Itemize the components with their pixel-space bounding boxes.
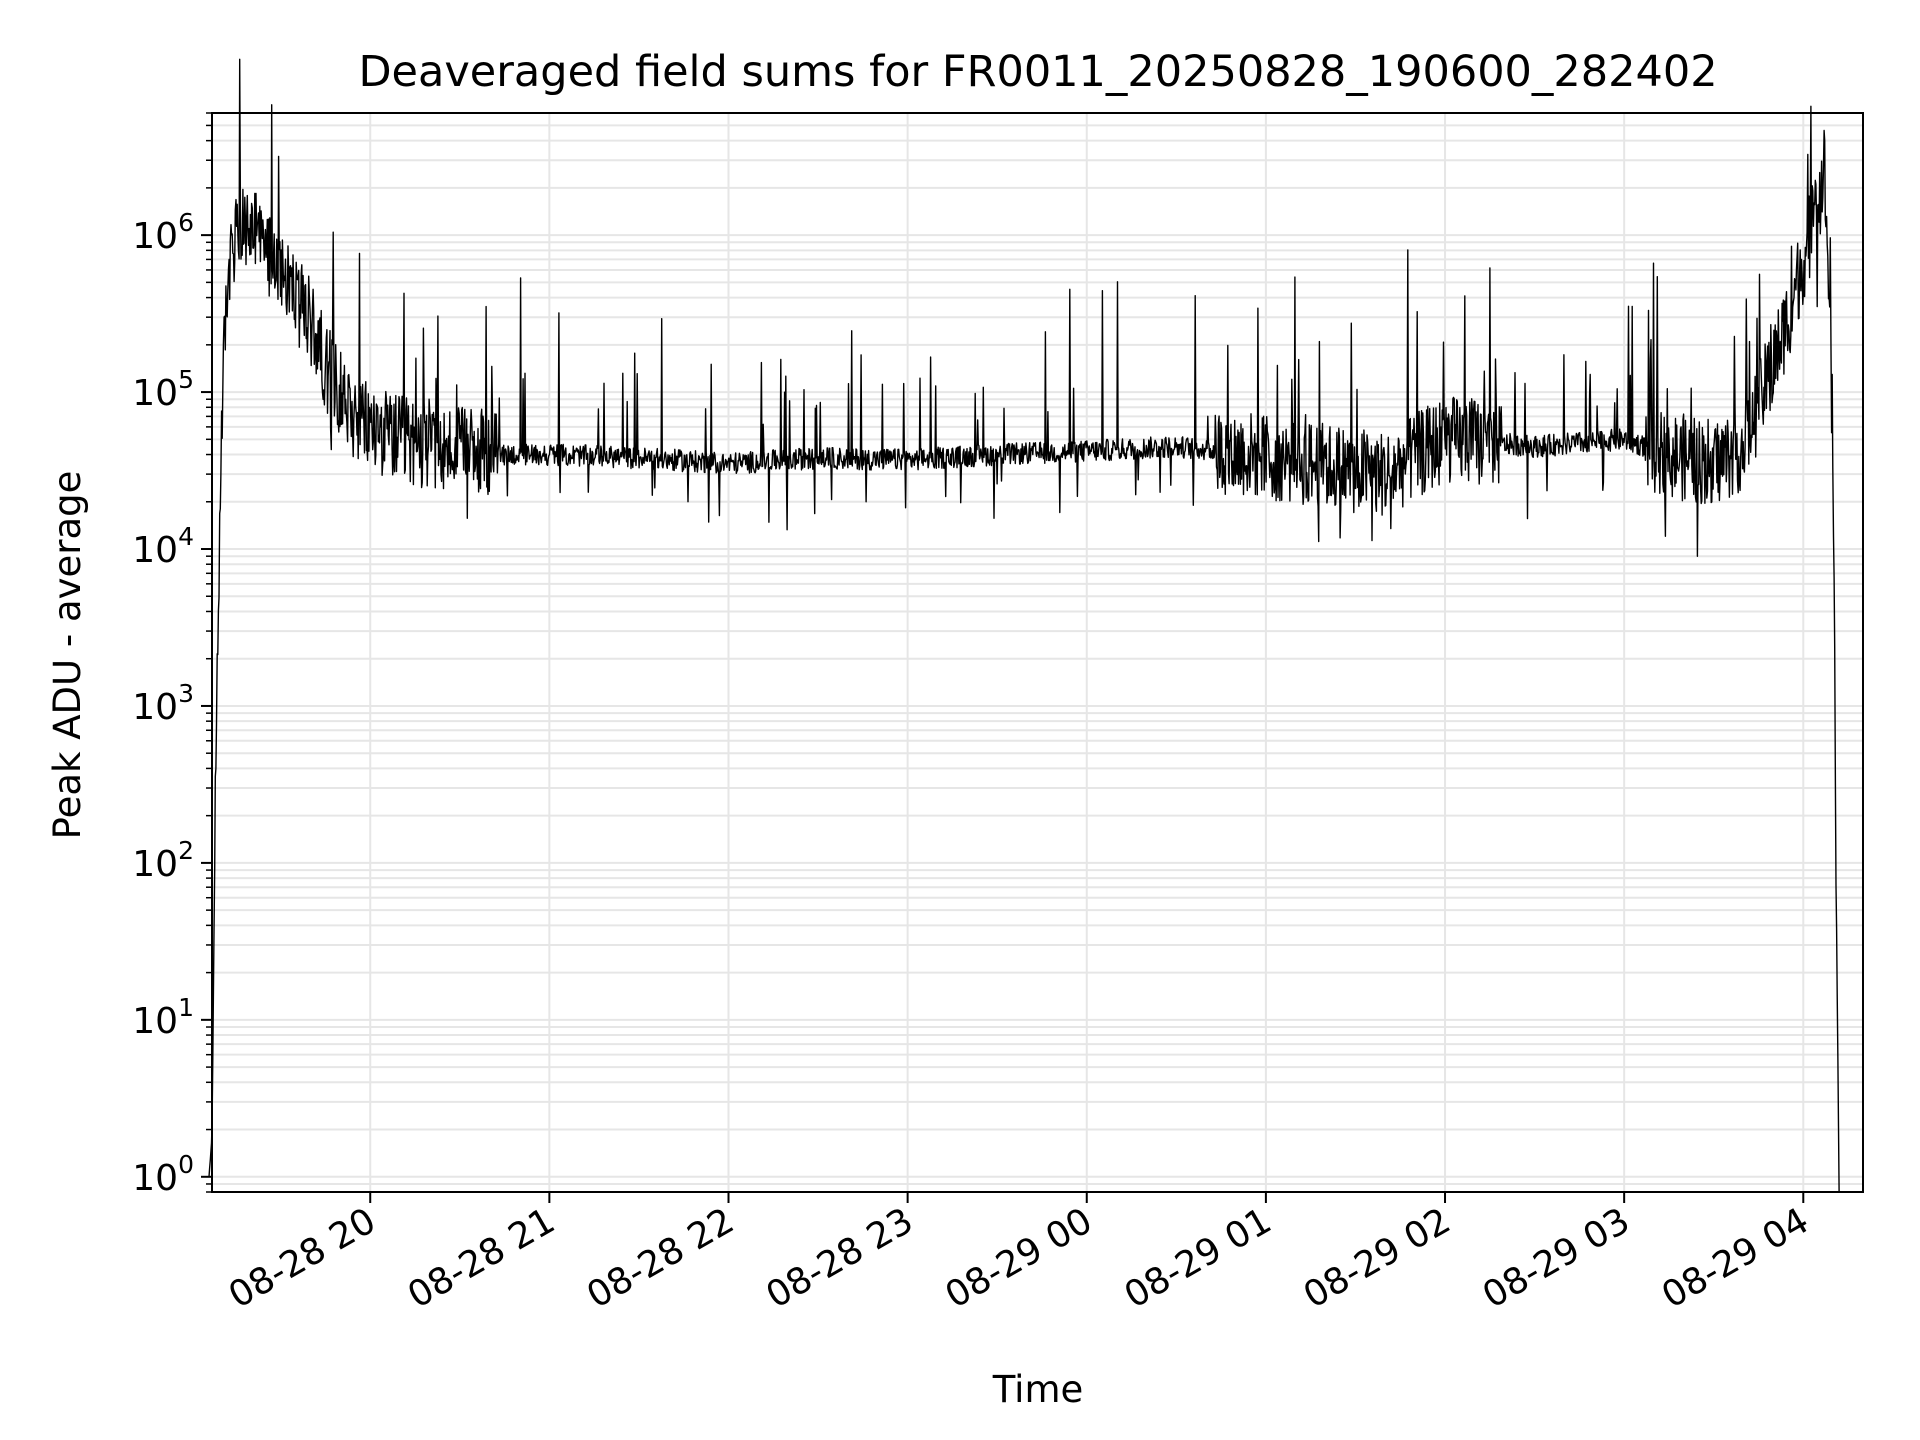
x-tick-label: 08-29 02 [1297, 1200, 1458, 1316]
x-tick-label: 08-28 22 [580, 1200, 741, 1316]
y-tick-label: 103 [132, 679, 194, 728]
x-tick-label: 08-29 04 [1655, 1200, 1816, 1316]
x-tick-label: 08-28 23 [759, 1200, 920, 1316]
y-axis-label: Peak ADU - average [46, 471, 89, 840]
y-axis: 100 101 102 103 104 105 106 [132, 112, 212, 1199]
x-axis-label: Time [992, 1368, 1084, 1411]
y-tick-label: 106 [132, 208, 194, 257]
x-tick-label: 08-29 01 [1118, 1200, 1279, 1316]
y-tick-label: 100 [132, 1150, 194, 1199]
x-tick-label: 08-28 20 [222, 1200, 383, 1316]
chart-title: Deaveraged field sums for FR0011_2025082… [358, 47, 1717, 97]
plot-area [208, 58, 1840, 1193]
plot-frame [211, 112, 1864, 1193]
series-line [208, 58, 1840, 1193]
x-tick-label: 08-28 21 [401, 1200, 562, 1316]
grid [212, 112, 1863, 1193]
x-tick-label: 08-29 00 [939, 1200, 1100, 1316]
y-tick-label: 105 [132, 365, 194, 414]
y-tick-label: 101 [132, 993, 194, 1042]
y-tick-label: 104 [132, 522, 194, 571]
x-tick-label: 08-29 03 [1476, 1200, 1637, 1316]
y-tick-label: 102 [132, 836, 194, 885]
x-axis: 08-28 20 08-28 21 08-28 22 08-28 23 08-29 00… [222, 1192, 1816, 1317]
